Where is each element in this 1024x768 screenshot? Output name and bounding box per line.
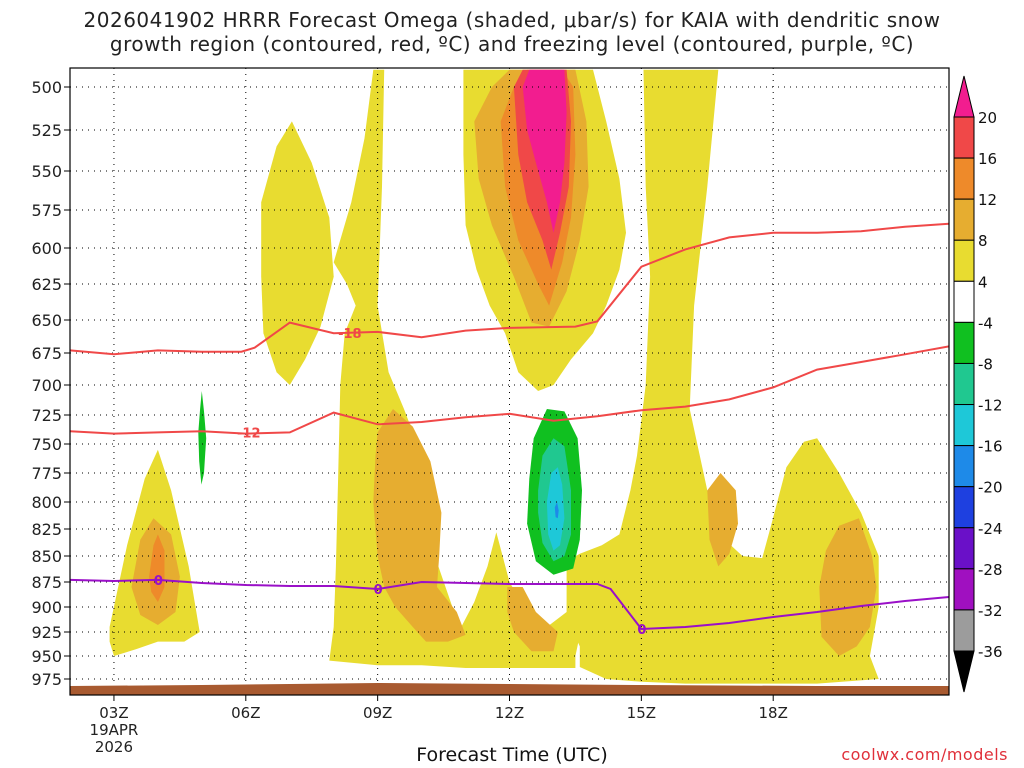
omega-12-early-core [149, 534, 165, 602]
colorbar-top-triangle [953, 75, 975, 118]
colorbar-label--28: -28 [978, 561, 1003, 579]
ytick-label-600: 600 [31, 239, 62, 258]
colorbar-segment-8 [953, 404, 975, 447]
omega-4-lower-right [566, 69, 879, 684]
xtick-label-12Z: 12Z [495, 704, 524, 722]
dgz-contour-label--18: -18 [338, 327, 362, 342]
chart-title-line-2: growth region (contoured, red, ºC) and f… [109, 32, 915, 56]
ytick-label-925: 925 [31, 623, 62, 642]
ytick-label-550: 550 [31, 162, 62, 181]
ytick-label-850: 850 [31, 547, 62, 566]
colorbar-label--12: -12 [978, 397, 1003, 415]
dgz-contour--18 [70, 222, 949, 356]
xtick-label-03Z: 03Z [99, 704, 128, 722]
freezing-level-contour [70, 578, 949, 631]
freezing-level-label-2: 0 [637, 623, 646, 638]
colorbar-segment-3 [953, 198, 975, 241]
omega-4-0630-lobe [261, 121, 334, 386]
colorbar-segment-9 [953, 445, 975, 488]
gridlines [70, 68, 949, 695]
colorbar-label-20: 20 [978, 109, 997, 127]
ytick-label-950: 950 [31, 647, 62, 666]
xtick-sublabel-19APR: 19APR [90, 721, 139, 739]
freezing-level-label-1: 0 [374, 583, 383, 598]
terrain-fill [70, 683, 949, 695]
y-axis: 500 525 550 575 600 625 650 675 700 725 750 775 800 8… [31, 78, 70, 689]
omega-shading [109, 69, 879, 684]
xtick-label-18Z: 18Z [759, 704, 788, 722]
ytick-label-900: 900 [31, 598, 62, 617]
ytick-label-875: 875 [31, 573, 62, 592]
colorbar-segment-7 [953, 362, 975, 406]
dgz-contour--12 [70, 345, 949, 435]
xtick-sublabel-2026: 2026 [95, 738, 133, 756]
xtick-label-09Z: 09Z [363, 704, 392, 722]
colorbar-label--8: -8 [978, 355, 993, 373]
dgz-contour-label--12: -12 [237, 426, 261, 441]
omega-neg16-mid [554, 502, 559, 519]
xtick-label-15Z: 15Z [627, 704, 656, 722]
ytick-label-675: 675 [31, 344, 62, 363]
colorbar-segment-5 [953, 280, 975, 323]
x-axis-title: Forecast Time (UTC) [416, 744, 608, 766]
omega-8-right-mid [707, 473, 738, 567]
ytick-label-750: 750 [31, 435, 62, 454]
ytick-label-725: 725 [31, 406, 62, 425]
colorbar-segment-12 [953, 568, 975, 611]
colorbar-label-8: 8 [978, 232, 988, 250]
colorbar-segment-10 [953, 486, 975, 529]
ytick-label-700: 700 [31, 376, 62, 395]
colorbar-segment-6 [953, 321, 975, 364]
ytick-label-525: 525 [31, 121, 62, 140]
ytick-label-975: 975 [31, 670, 62, 689]
ytick-label-800: 800 [31, 493, 62, 512]
omega-8-mid-column [373, 409, 466, 642]
ytick-label-775: 775 [31, 464, 62, 483]
colorbar-label--36: -36 [978, 643, 1003, 661]
colorbar-segment-1 [953, 116, 975, 159]
omega-20-main-upper [522, 69, 567, 233]
colorbar-segment-2 [953, 157, 975, 200]
colorbar-label--4: -4 [978, 314, 993, 332]
colorbar-segment-4 [953, 239, 975, 282]
colorbar-segment-13 [953, 609, 975, 652]
ytick-label-625: 625 [31, 275, 62, 294]
colorbar: 20 16 12 8 4 -4 -8 -12 -16 -20 -24 -28 -32 -36 [953, 75, 1003, 693]
terrain-band [70, 683, 949, 695]
chart-title-line-1: 2026041902 HRRR Forecast Omega (shaded, … [83, 8, 941, 32]
xtick-label-06Z: 06Z [231, 704, 260, 722]
ytick-label-575: 575 [31, 201, 62, 220]
ytick-label-825: 825 [31, 520, 62, 539]
contour-labels: -18 -12 0 0 0 [154, 327, 646, 638]
colorbar-label--32: -32 [978, 602, 1003, 620]
omega-neg4-0500-sliver [198, 391, 207, 485]
ytick-label-500: 500 [31, 78, 62, 97]
ytick-label-650: 650 [31, 311, 62, 330]
colorbar-segment-11 [953, 527, 975, 570]
colorbar-label--16: -16 [978, 438, 1003, 456]
colorbar-label--24: -24 [978, 520, 1003, 538]
colorbar-label-12: 12 [978, 191, 997, 209]
colorbar-label-4: 4 [978, 273, 988, 291]
watermark: coolwx.com/models [841, 745, 1008, 764]
omega-8-low-middle [507, 587, 558, 652]
freezing-level-label-0: 0 [154, 574, 163, 589]
contours [70, 222, 949, 631]
colorbar-bottom-triangle [953, 650, 975, 693]
colorbar-label--20: -20 [978, 479, 1003, 497]
colorbar-label-16: 16 [978, 150, 997, 168]
omega-8-right-low [819, 518, 877, 656]
